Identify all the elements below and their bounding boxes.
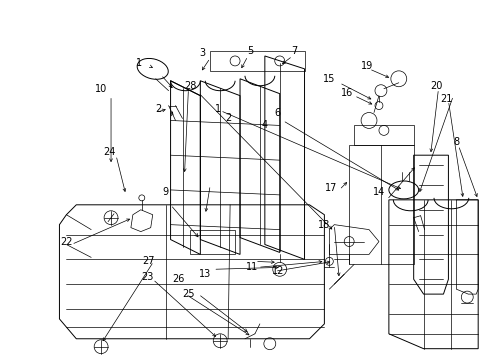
Text: 15: 15 — [323, 74, 335, 84]
Text: 8: 8 — [452, 137, 458, 147]
Text: 11: 11 — [245, 262, 258, 272]
Text: 5: 5 — [246, 46, 253, 56]
Text: 23: 23 — [141, 272, 154, 282]
Text: 18: 18 — [318, 220, 330, 230]
Text: 3: 3 — [199, 48, 205, 58]
Text: 12: 12 — [271, 266, 284, 276]
Text: 22: 22 — [60, 237, 73, 247]
Text: 6: 6 — [274, 108, 280, 117]
Text: 1: 1 — [215, 104, 221, 113]
Text: 20: 20 — [429, 81, 442, 91]
Text: 1: 1 — [136, 58, 142, 68]
Text: 14: 14 — [372, 187, 384, 197]
Text: 19: 19 — [360, 61, 372, 71]
Text: 2: 2 — [224, 113, 231, 123]
Text: 27: 27 — [142, 256, 155, 266]
Text: 24: 24 — [102, 147, 115, 157]
Text: 26: 26 — [172, 274, 184, 284]
Text: 16: 16 — [340, 88, 353, 98]
Text: 28: 28 — [184, 81, 196, 91]
Text: 21: 21 — [439, 94, 452, 104]
Text: 9: 9 — [162, 187, 168, 197]
Text: 7: 7 — [291, 46, 297, 56]
Text: 13: 13 — [199, 269, 211, 279]
Text: 4: 4 — [261, 121, 267, 130]
Text: 25: 25 — [182, 289, 194, 299]
Text: 17: 17 — [325, 183, 337, 193]
Text: 2: 2 — [155, 104, 162, 113]
Text: 10: 10 — [95, 84, 107, 94]
